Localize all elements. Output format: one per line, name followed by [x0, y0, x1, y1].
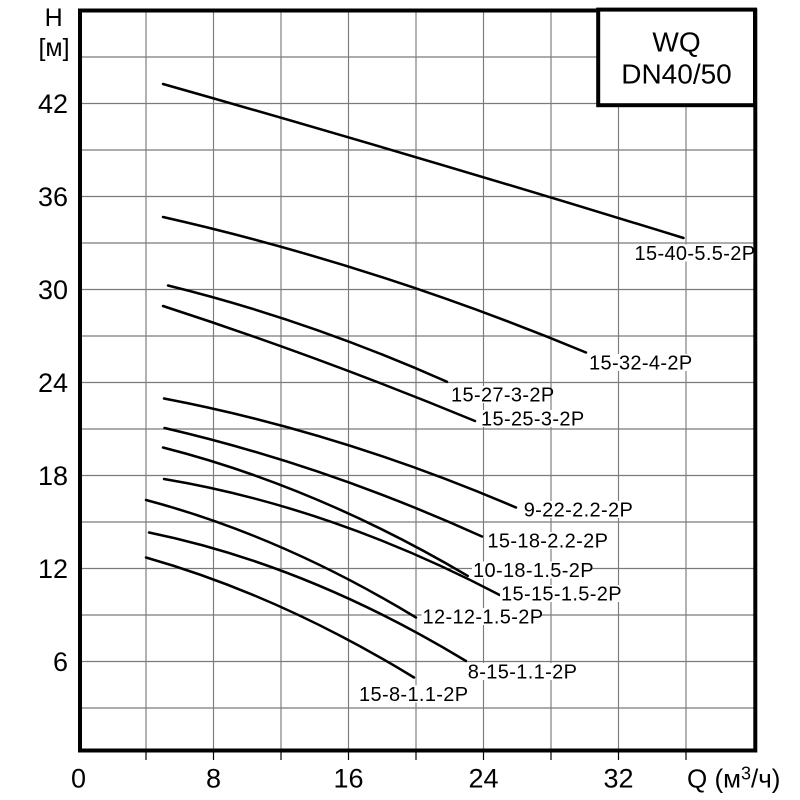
- svg-text:DN40/50: DN40/50: [621, 59, 732, 90]
- svg-text:16: 16: [333, 764, 363, 794]
- svg-text:12: 12: [38, 554, 68, 584]
- svg-text:[м]: [м]: [38, 34, 69, 62]
- svg-text:24: 24: [38, 368, 68, 398]
- svg-text:8: 8: [206, 764, 221, 794]
- svg-text:15-18-2.2-2P: 15-18-2.2-2P: [487, 531, 608, 553]
- svg-text:Q (м3/ч): Q (м3/ч): [687, 764, 780, 794]
- svg-text:0: 0: [71, 764, 86, 794]
- svg-text:32: 32: [603, 764, 633, 794]
- svg-text:15-32-4-2P: 15-32-4-2P: [589, 353, 693, 375]
- svg-text:H: H: [45, 4, 63, 32]
- svg-text:15-8-1.1-2P: 15-8-1.1-2P: [359, 684, 468, 706]
- svg-text:WQ: WQ: [652, 27, 700, 58]
- svg-text:8-15-1.1-2P: 8-15-1.1-2P: [468, 662, 577, 684]
- svg-text:10-18-1.5-2P: 10-18-1.5-2P: [473, 560, 594, 582]
- svg-text:12-12-1.5-2P: 12-12-1.5-2P: [423, 607, 544, 629]
- svg-text:42: 42: [38, 89, 68, 119]
- svg-text:15-15-1.5-2P: 15-15-1.5-2P: [501, 584, 622, 606]
- svg-text:30: 30: [38, 275, 68, 305]
- svg-text:15-25-3-2P: 15-25-3-2P: [481, 409, 585, 431]
- svg-text:24: 24: [468, 764, 498, 794]
- svg-text:9-22-2.2-2P: 9-22-2.2-2P: [524, 500, 633, 522]
- svg-text:15-40-5.5-2P: 15-40-5.5-2P: [635, 243, 756, 265]
- svg-text:18: 18: [38, 461, 68, 491]
- svg-text:15-27-3-2P: 15-27-3-2P: [451, 385, 555, 407]
- svg-text:6: 6: [53, 647, 68, 677]
- svg-text:36: 36: [38, 182, 68, 212]
